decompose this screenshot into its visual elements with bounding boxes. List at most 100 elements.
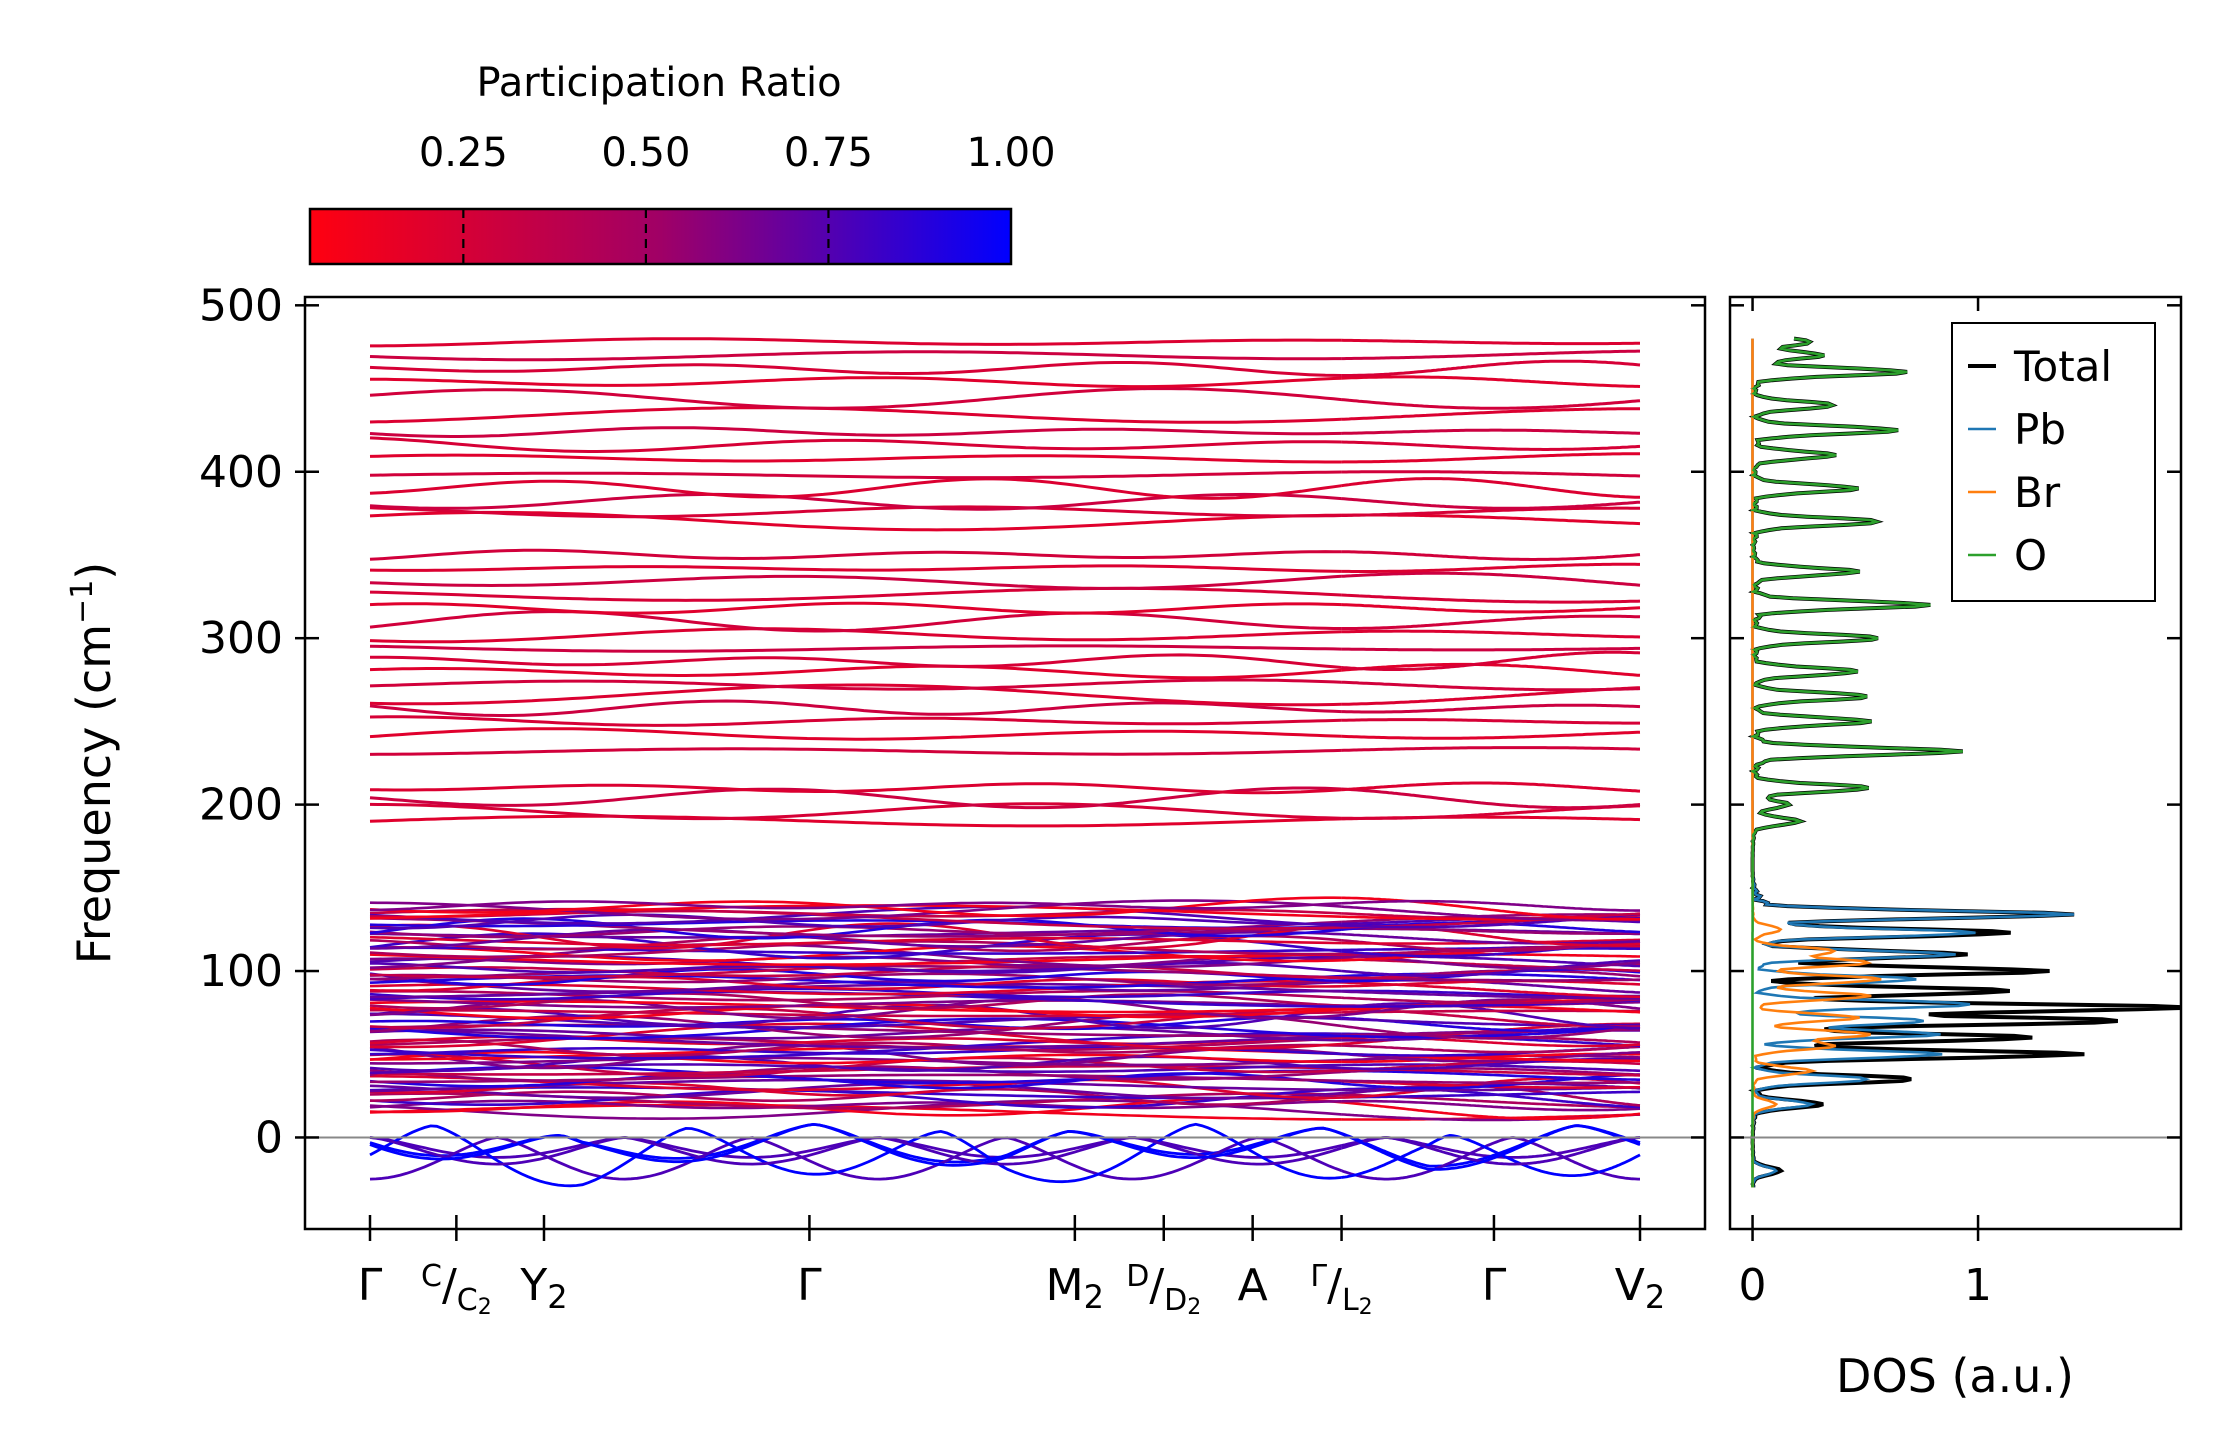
legend-label-total: Total [2013,342,2112,391]
kpoint-label: Γ/L2 [1310,1259,1372,1320]
band-y-axis-title: Frequency (cm−1) [65,562,121,965]
optical-band [369,477,1342,500]
kpoint-slash: / [442,1260,457,1311]
low-frequency-band [1341,1051,1641,1063]
kpoint-main: Y [519,1260,547,1311]
low-frequency-band [1341,1101,1641,1121]
optical-band [369,644,1342,653]
low-frequency-band [369,1043,1342,1070]
low-frequency-band [369,1028,1342,1049]
optical-band [1341,593,1641,604]
colorbar-tick-label: 0.75 [784,130,873,176]
optical-band [1341,550,1641,561]
y-tick-label: 300 [199,613,283,664]
low-frequency-band [369,1050,1342,1065]
optical-band [1341,718,1640,725]
low-frequency-band [369,1082,1342,1100]
kpoint-label: Γ [358,1260,383,1311]
optical-band [1341,662,1641,677]
optical-band [1341,650,1641,671]
low-frequency-band [1341,899,1640,912]
kpoint-sub2: 2 [1187,1295,1201,1320]
band-y-ticks: 0 100 200 300 400 500 [199,280,1705,1163]
optical-band [369,747,1342,756]
colorbar-title: Participation Ratio [476,60,841,106]
acoustic-band [369,1122,1343,1167]
y-tick-label: 100 [199,946,283,997]
low-frequency-band [369,998,1342,1009]
band-lines [369,337,1641,1188]
kpoint-label: D/D2 [1126,1259,1201,1320]
kpoint-label: Y2 [519,1260,567,1316]
acoustic-band [369,1136,1342,1166]
band-axes-frame [303,295,1707,1231]
optical-band [1341,470,1641,478]
legend-label-br: Br [2014,468,2061,517]
optical-band [1341,730,1641,740]
optical-band [1341,571,1641,587]
legend-label-o: O [2014,531,2047,580]
colorbar-tick-label: 0.25 [419,130,508,176]
optical-band [369,574,1342,590]
kpoint-slash: / [1149,1260,1164,1311]
colorbar-tick-label: 0.50 [601,130,690,176]
kpoint-label: Γ [1482,1260,1507,1311]
optical-band [1341,338,1640,346]
acoustic-band [1341,1136,1640,1181]
optical-band [1341,440,1641,451]
low-frequency-band [369,1087,1342,1106]
optical-band [1341,680,1641,692]
dos-x-tick-label: 0 [1739,1260,1767,1311]
dos-series-br [1751,338,1882,1188]
optical-band [369,548,1342,561]
low-frequency-band [1341,996,1641,1005]
colorbar-tick-label: 1.00 [966,130,1055,176]
optical-band [369,786,1342,810]
optical-band [1341,428,1640,435]
optical-band [369,782,1342,795]
kpoint-label: M2 [1046,1260,1104,1316]
colorbar-ticks: 0.25 0.50 0.75 1.00 [419,130,1056,264]
optical-band [1341,359,1641,377]
low-frequency-band [369,1038,1342,1057]
low-frequency-band [1341,1069,1640,1081]
low-frequency-band [369,1015,1342,1031]
dos-x-axis-title: DOS (a.u.) [1836,1349,2074,1403]
optical-band [369,586,1342,602]
kpoint-sup: C [421,1259,442,1294]
optical-band [1341,513,1641,526]
dos-legend: Total Pb Br O [1951,322,2156,602]
low-frequency-band [369,1017,1342,1040]
optical-band [370,653,1342,669]
low-frequency-band [1341,1099,1641,1112]
kpoint-sub: 2 [1084,1278,1104,1316]
optical-band [369,406,1342,424]
kpoint-main: V [1615,1260,1645,1311]
optical-band [1341,562,1640,573]
low-frequency-band [369,899,1342,921]
optical-band [369,564,1342,573]
acoustic-band [1341,1133,1641,1179]
low-frequency-band [1341,990,1640,1000]
optical-band [369,350,1342,362]
optical-band [1341,787,1641,810]
low-frequency-band [369,905,1342,927]
optical-band [369,610,1342,633]
optical-band [1341,603,1641,614]
kpoint-sub2: 2 [478,1295,492,1320]
low-frequency-band [1341,1024,1641,1040]
kpoint-label: V2 [1615,1260,1665,1316]
optical-band [1341,781,1641,793]
dos-series-o [1749,337,1963,1188]
kpoint-main: M [1046,1260,1084,1311]
kpoint-sub: 2 [547,1278,567,1316]
optical-band [369,699,1342,717]
colorbar: Participation Ratio 0.25 0.50 0.75 1.00 [308,60,1056,266]
acoustic-band [369,1122,1342,1188]
optical-band [369,683,1342,707]
colorbar-gradient [308,207,1013,266]
optical-band [369,386,1342,410]
dos-axes-frame [1728,295,2183,1231]
